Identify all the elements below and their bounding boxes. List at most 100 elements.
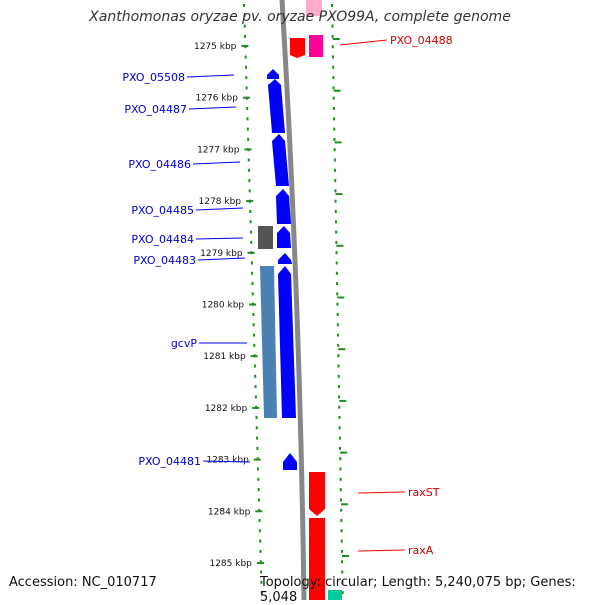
minor-tick: [339, 477, 342, 481]
leader-line: [195, 207, 244, 211]
minor-tick: [256, 446, 259, 450]
minor-tick: [338, 395, 341, 399]
minor-tick: [337, 354, 340, 358]
minor-tick: [341, 580, 344, 584]
tick-label: 1277 kbp: [197, 145, 240, 155]
major-tick: [249, 303, 257, 306]
major-tick: [241, 45, 249, 47]
gene-arrow-pxo-04487[interactable]: [268, 79, 285, 133]
minor-tick: [244, 65, 247, 69]
gene-block-gcvp[interactable]: [260, 266, 277, 418]
gene-arrow-pxo-04485[interactable]: [276, 189, 291, 224]
gene-label[interactable]: PXO_04487: [124, 103, 187, 116]
minor-tick: [339, 457, 342, 461]
minor-tick: [251, 282, 254, 286]
minor-tick: [333, 127, 336, 131]
minor-tick: [246, 127, 249, 131]
minor-tick: [254, 385, 257, 389]
gene-arrow-gcvp-fwd[interactable]: [278, 266, 296, 418]
minor-tick: [243, 24, 246, 28]
gene-block-pxo-04484[interactable]: [258, 226, 273, 249]
minor-tick: [259, 539, 262, 543]
minor-tick: [251, 292, 254, 296]
gene-label[interactable]: PXO_04484: [131, 233, 194, 246]
leader-line: [186, 74, 235, 78]
minor-tick: [335, 261, 338, 265]
teal-feature[interactable]: [328, 590, 342, 600]
gene-label[interactable]: raxA: [408, 544, 434, 557]
minor-tick: [245, 76, 248, 80]
gene-label[interactable]: PXO_05508: [122, 71, 185, 84]
gene-label[interactable]: PXO_04481: [138, 455, 201, 468]
gene-arrow-pxo-04486[interactable]: [272, 134, 289, 186]
gene-arrow-raxst[interactable]: [309, 472, 325, 516]
gene-arrow-pxo-05508[interactable]: [267, 69, 279, 79]
leader-line: [357, 549, 406, 552]
rna-feature-pink[interactable]: [309, 35, 323, 57]
minor-tick: [337, 333, 340, 337]
minor-tick: [333, 158, 336, 162]
gene-label[interactable]: PXO_04488: [390, 34, 453, 47]
minor-tick: [331, 24, 334, 28]
gene-label[interactable]: PXO_04486: [128, 158, 191, 171]
minor-tick: [250, 261, 253, 265]
minor-tick: [339, 498, 342, 502]
right-gene-labels: PXO_04488 raxST raxA: [339, 34, 453, 557]
minor-tick: [338, 426, 341, 430]
minor-tick: [335, 251, 338, 255]
gene-arrow-pxo-04483[interactable]: [278, 253, 292, 264]
minor-tick: [335, 240, 338, 244]
minor-tick: [331, 4, 334, 7]
minor-tick: [338, 405, 341, 409]
minor-tick: [243, 4, 246, 7]
minor-tick: [254, 395, 257, 399]
minor-tick: [259, 560, 262, 564]
minor-tick: [341, 591, 344, 595]
right-dash: [335, 193, 343, 196]
gene-arrow-pxo-04484b[interactable]: [277, 226, 291, 248]
tick-label: 1282 kbp: [205, 404, 248, 414]
gene-arrow-raxa[interactable]: [309, 518, 325, 600]
minor-tick: [332, 65, 335, 69]
minor-tick: [339, 467, 342, 471]
major-ticks: [241, 45, 264, 564]
leader-line: [197, 257, 246, 261]
minor-tick: [336, 282, 339, 286]
rna-feature-pink-top[interactable]: [306, 0, 322, 16]
minor-tick: [334, 210, 337, 213]
minor-tick: [340, 529, 343, 533]
reverse-strand-features: [290, 0, 342, 600]
minor-tick: [341, 570, 344, 574]
gene-label[interactable]: gcvP: [171, 337, 198, 350]
tick-labels: 1275 kbp 1276 kbp 1277 kbp 1278 kbp 1279 kbp…: [194, 42, 252, 569]
genome-backbone: [279, 0, 307, 600]
right-dash: [336, 244, 344, 247]
gene-arrow-pxo-04481[interactable]: [283, 453, 297, 470]
minor-tick: [252, 313, 255, 316]
minor-tick: [247, 158, 250, 162]
gene-label[interactable]: PXO_04485: [131, 204, 194, 217]
right-dash: [338, 348, 346, 351]
minor-tick: [246, 117, 249, 121]
minor-tick: [255, 426, 258, 430]
minor-tick: [336, 313, 339, 316]
minor-tick: [249, 210, 252, 213]
leader-line: [192, 161, 241, 165]
right-dash: [340, 451, 348, 454]
minor-tick: [336, 292, 339, 296]
tick-label: 1285 kbp: [209, 559, 252, 569]
major-tick: [256, 562, 264, 564]
major-tick: [242, 96, 250, 99]
gene-label[interactable]: raxST: [408, 486, 440, 499]
left-gene-labels: PXO_05508 PXO_04487 PXO_04486 PXO_04485 PXO_…: [122, 71, 251, 468]
right-dash: [339, 399, 347, 402]
minor-tick: [334, 179, 337, 183]
gene-label[interactable]: PXO_04483: [133, 254, 196, 267]
minor-tick: [336, 302, 339, 306]
minor-tick: [331, 34, 334, 38]
gene-arrow-pxo-04488[interactable]: [290, 38, 305, 58]
minor-tick: [258, 508, 261, 512]
tick-label: 1280 kbp: [202, 301, 245, 311]
minor-tick: [332, 96, 335, 100]
major-tick: [247, 251, 255, 254]
